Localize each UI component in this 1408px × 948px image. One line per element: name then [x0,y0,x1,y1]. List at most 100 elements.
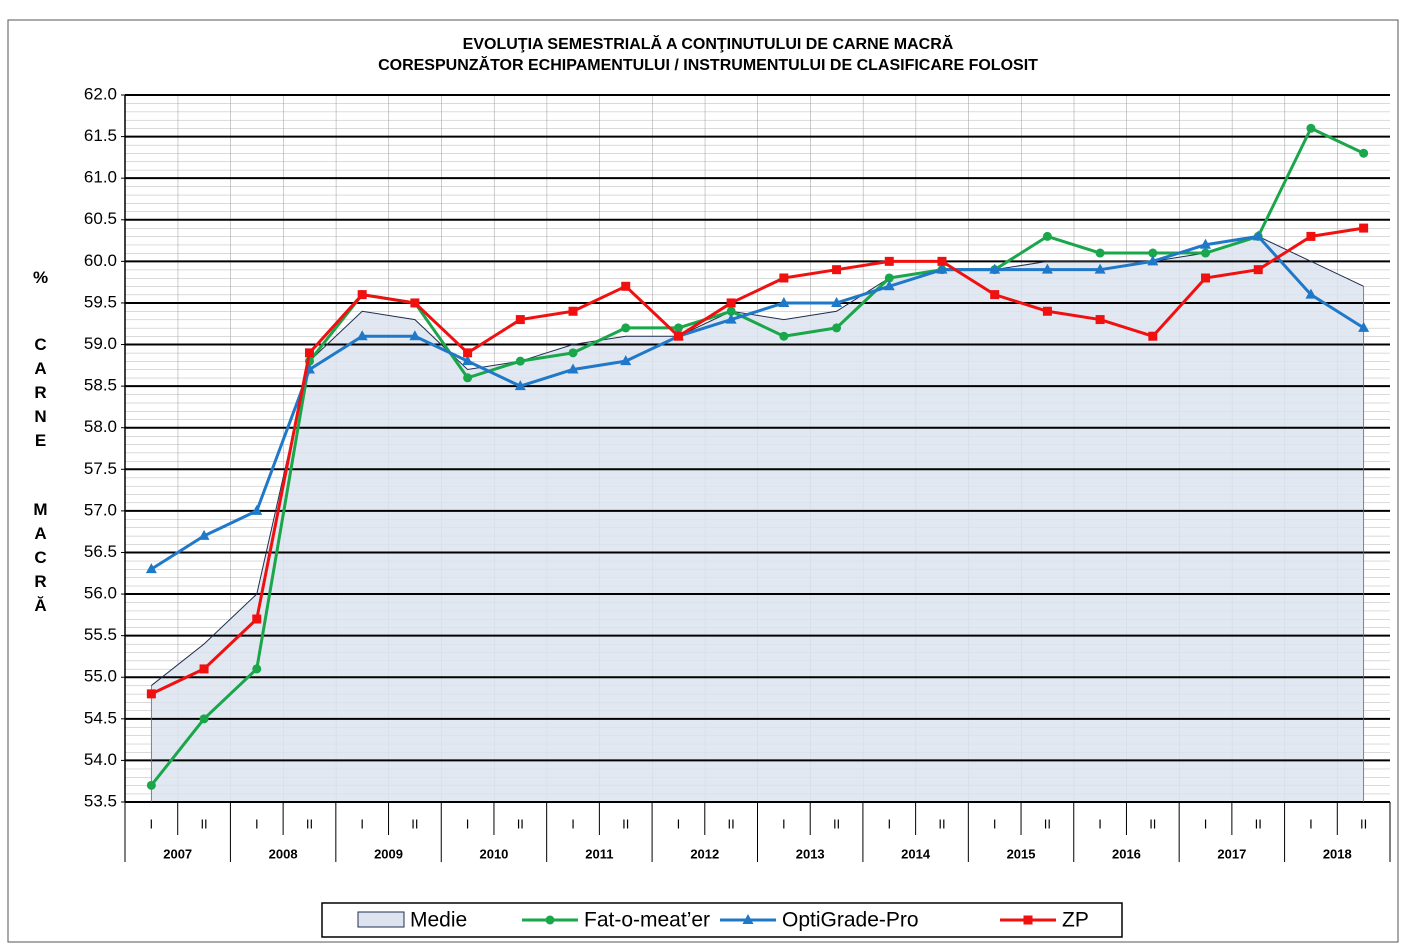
marker [726,306,736,316]
x-tick-label: II [833,816,840,831]
legend-marker [545,915,555,925]
x-tick-label: I [360,816,364,831]
marker [1148,248,1158,258]
legend-label: Fat-o-meat’er [584,909,710,932]
marker [1252,230,1264,241]
marker [990,290,1000,300]
x-tick-label: I [1098,816,1102,831]
marker [463,348,473,358]
x-tick-label: I [466,816,470,831]
marker [514,380,526,391]
x-tick-label: II [517,816,524,831]
marker [515,315,525,325]
y-tick-label: 55.0 [84,667,117,686]
marker [936,263,948,274]
y-tick-label: 56.5 [84,542,117,561]
y-axis-label: MACRĂ [31,500,50,620]
x-group-label: 2009 [374,846,403,861]
x-group-label: 2011 [585,846,613,861]
marker [1306,123,1316,133]
legend-label: ZP [1062,909,1089,932]
marker [409,330,421,341]
marker [410,298,420,308]
chart-title: CORESPUNZĂTOR ECHIPAMENTULUI / INSTRUMEN… [378,55,1038,74]
x-group-label: 2010 [479,846,508,861]
x-group-label: 2015 [1007,846,1036,861]
marker [937,256,947,266]
marker [1042,231,1052,241]
legend-label: Medie [410,909,467,932]
marker [1200,238,1212,249]
marker [832,265,842,275]
marker [1253,265,1263,275]
x-tick-label: I [677,816,681,831]
marker [1147,255,1159,266]
y-axis-label: CARNE [31,335,50,455]
marker [779,331,789,341]
y-tick-label: 57.5 [84,459,117,478]
marker [251,504,263,515]
y-tick-label: 61.0 [84,168,117,187]
y-tick-label: 59.5 [84,292,117,311]
marker [146,780,156,790]
y-axis-label: % [31,268,50,292]
x-tick-label: II [622,816,629,831]
x-tick-label: I [887,816,891,831]
y-tick-label: 59.0 [84,334,117,353]
marker [1095,315,1105,325]
y-tick-label: 60.5 [84,209,117,228]
x-tick-label: II [1360,816,1367,831]
marker [726,298,736,308]
y-tick-label: 56.0 [84,584,117,603]
marker [779,273,789,283]
y-tick-label: 55.5 [84,625,117,644]
marker [621,323,631,333]
marker [883,280,895,291]
marker [463,373,473,383]
marker [252,614,262,624]
marker [831,296,843,307]
x-tick-label: I [150,816,154,831]
x-group-label: 2017 [1217,846,1246,861]
marker [1359,148,1369,158]
x-tick-label: II [1044,816,1051,831]
marker [621,281,631,291]
marker [620,355,632,366]
marker [199,714,209,724]
marker [673,331,683,341]
marker [462,355,474,366]
y-tick-label: 57.0 [84,500,117,519]
x-group-label: 2008 [269,846,298,861]
x-group-label: 2012 [690,846,719,861]
marker [1201,273,1211,283]
line [150,234,1365,571]
marker [1306,231,1316,241]
marker [673,323,683,333]
marker [252,664,262,674]
x-tick-label: I [993,816,997,831]
marker [1042,306,1052,316]
x-group-label: 2014 [901,846,931,861]
x-tick-label: II [728,816,735,831]
x-tick-label: II [200,816,207,831]
marker [199,664,209,674]
marker [356,330,368,341]
marker [357,290,367,300]
marker [1359,223,1369,233]
chart-border [7,19,1399,943]
y-tick-label: 53.5 [84,791,117,810]
x-group-label: 2018 [1323,846,1352,861]
line [150,226,1364,696]
marker [884,273,894,283]
marker [198,529,210,540]
x-tick-label: I [782,816,786,831]
marker [725,313,737,324]
marker [778,296,790,307]
marker [304,348,314,358]
y-tick-label: 54.0 [84,750,117,769]
marker [146,689,156,699]
y-tick-label: 58.0 [84,417,117,436]
marker [989,263,1001,274]
marker [1201,248,1211,258]
